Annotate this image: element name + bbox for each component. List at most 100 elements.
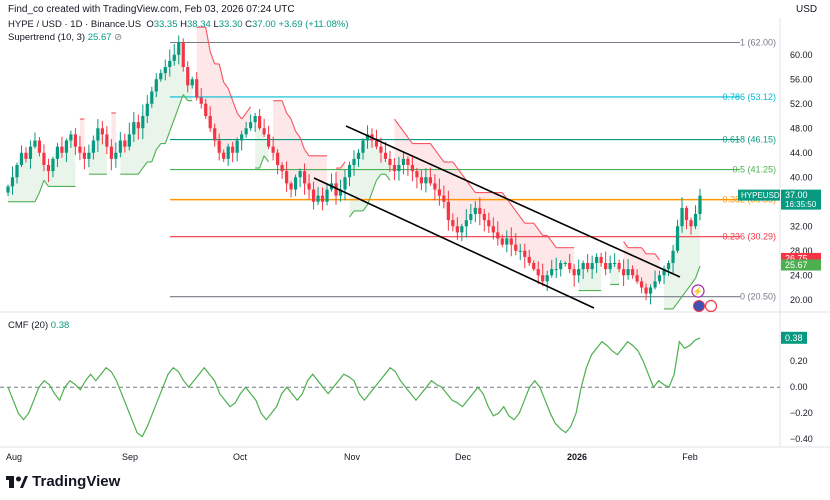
supertrend-band bbox=[682, 207, 687, 297]
candle-body bbox=[374, 140, 379, 147]
supertrend-segment bbox=[34, 192, 40, 202]
candle-body bbox=[311, 189, 316, 202]
candle-body bbox=[42, 152, 46, 165]
cmf-value-tag-bg bbox=[781, 331, 807, 344]
high-value: 38.34 bbox=[187, 19, 211, 30]
channel-lower-line[interactable] bbox=[313, 177, 595, 309]
candle-body bbox=[177, 42, 181, 55]
candle-body bbox=[397, 165, 401, 172]
supertrend-band bbox=[506, 198, 512, 245]
supertrend-band bbox=[596, 256, 602, 291]
price-chart[interactable]: 1 (62.00) 0.786 (53.12) 0.618 (46.15) 0.5 (… bbox=[0, 0, 830, 470]
supertrend-segment bbox=[470, 186, 476, 193]
time-axis[interactable]: Aug Sep Oct Nov Dec 2026 Feb bbox=[6, 452, 698, 462]
candle-body bbox=[114, 152, 118, 159]
candle-body bbox=[392, 165, 397, 172]
candle-body bbox=[428, 177, 432, 184]
lightning-glyph: ⚡ bbox=[692, 286, 703, 298]
currency-label: USD bbox=[796, 4, 818, 15]
symbol-legend[interactable]: HYPE / USD · 1D · Binance.US O33.35 H38.… bbox=[8, 19, 349, 30]
candle-body bbox=[338, 189, 343, 196]
candle-body bbox=[244, 128, 248, 135]
lightning-icon[interactable] bbox=[691, 284, 705, 298]
candle-body bbox=[46, 165, 51, 172]
supertrend-segment bbox=[227, 88, 234, 101]
cmf-line bbox=[7, 337, 701, 438]
candle-body bbox=[500, 238, 504, 245]
price-tick-label: 60.00 bbox=[790, 50, 813, 60]
candle-body bbox=[136, 122, 140, 129]
supertrend-band bbox=[551, 241, 557, 270]
supertrend-band bbox=[398, 125, 404, 165]
supertrend-band bbox=[295, 131, 301, 178]
brand-name: TradingView bbox=[32, 473, 121, 490]
cmf-pane[interactable]: 0.20 0.00 −0.20 −0.40 0.38 bbox=[0, 331, 813, 444]
candle-body bbox=[379, 146, 383, 153]
candle-body bbox=[64, 140, 69, 153]
red-level-tag: 26.75 bbox=[785, 253, 808, 263]
open-label: O bbox=[146, 19, 154, 30]
supertrend-legend[interactable]: Supertrend (10, 3) 25.67 ⊘ bbox=[8, 32, 122, 43]
supertrend-segment bbox=[456, 167, 463, 175]
change-value: +3.69 (+11.08%) bbox=[278, 19, 349, 30]
supertrend-band bbox=[542, 235, 548, 282]
candle-body bbox=[532, 263, 536, 270]
us-flag-icon[interactable] bbox=[693, 300, 705, 312]
supertrend-segment bbox=[281, 100, 288, 114]
candle-body bbox=[334, 183, 338, 196]
candle-body bbox=[410, 165, 415, 172]
candle-body bbox=[630, 269, 635, 276]
candle-body bbox=[217, 140, 221, 153]
supertrend-segment bbox=[537, 228, 544, 236]
supertrend-segment bbox=[236, 112, 243, 120]
candle-body bbox=[527, 256, 531, 263]
supertrend-segment bbox=[155, 143, 162, 151]
candle-body bbox=[347, 165, 352, 178]
candle-body bbox=[401, 158, 406, 165]
supertrend-segment bbox=[376, 173, 382, 181]
symbol-name: HYPE / USD · 1D · Binance.US bbox=[8, 19, 142, 30]
time-tick-label: Nov bbox=[344, 452, 361, 462]
symbol-tag: HYPEUSD bbox=[741, 191, 780, 200]
supertrend-segment bbox=[295, 130, 301, 138]
candle-body bbox=[145, 103, 149, 116]
candle-body bbox=[60, 146, 64, 153]
supertrend-segment bbox=[263, 155, 270, 163]
candle-body bbox=[622, 269, 626, 276]
candle-body bbox=[352, 158, 356, 165]
supertrend-band bbox=[133, 122, 139, 175]
candle-body bbox=[639, 281, 644, 288]
candle-body bbox=[590, 263, 594, 270]
candle-body bbox=[199, 97, 203, 104]
candle-body bbox=[653, 281, 657, 288]
supertrend-segment bbox=[690, 277, 696, 285]
candle-body bbox=[419, 177, 424, 184]
supertrend-segment bbox=[686, 284, 692, 291]
supertrend-segment bbox=[694, 265, 701, 279]
candle-body bbox=[78, 146, 82, 153]
supertrend-segment bbox=[151, 149, 157, 163]
hide-icon[interactable]: ⊘ bbox=[114, 32, 123, 43]
candle-body bbox=[617, 263, 621, 270]
cmf-legend[interactable]: CMF (20) 0.38 bbox=[8, 320, 69, 331]
fib-label: 0.236 (30.29) bbox=[722, 232, 776, 242]
candle-body bbox=[105, 134, 109, 147]
candle-body bbox=[208, 116, 212, 129]
candle-body bbox=[163, 67, 167, 74]
supertrend-band bbox=[219, 63, 224, 159]
candle-body bbox=[554, 269, 558, 271]
event-icon[interactable] bbox=[704, 299, 718, 313]
supertrend-band bbox=[282, 100, 287, 184]
candles bbox=[6, 35, 702, 305]
fib-label: 0.786 (53.12) bbox=[722, 92, 776, 102]
candle-body bbox=[505, 238, 509, 245]
candle-body bbox=[356, 152, 361, 159]
channel-upper-line[interactable] bbox=[345, 125, 681, 278]
supertrend-band bbox=[376, 146, 381, 181]
tradingview-logo[interactable]: TradingView bbox=[6, 473, 120, 490]
supertrend-band bbox=[587, 263, 593, 291]
supertrend-segment bbox=[677, 296, 683, 304]
supertrend-segment bbox=[429, 143, 436, 151]
supertrend-segment bbox=[43, 179, 49, 187]
supertrend-segment bbox=[385, 173, 391, 181]
